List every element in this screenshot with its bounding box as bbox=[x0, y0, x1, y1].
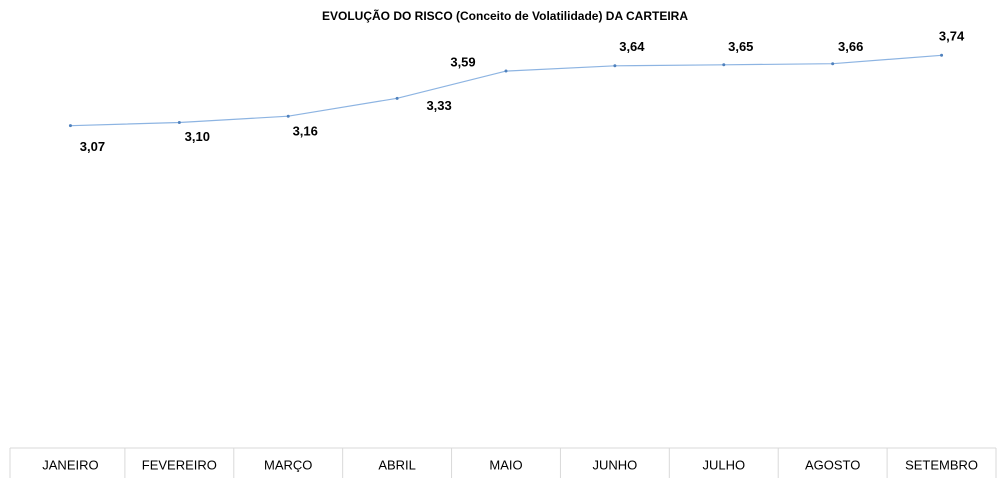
data-label: 3,10 bbox=[185, 129, 210, 144]
data-label: 3,64 bbox=[619, 39, 645, 54]
point bbox=[68, 124, 72, 128]
x-tick-label: ABRIL bbox=[378, 457, 416, 472]
point bbox=[286, 114, 290, 118]
point bbox=[613, 64, 617, 68]
x-tick-label: AGOSTO bbox=[805, 457, 860, 472]
data-label: 3,16 bbox=[293, 124, 318, 139]
point bbox=[177, 121, 181, 124]
point bbox=[504, 69, 508, 73]
x-tick-label: MARÇO bbox=[264, 457, 312, 472]
x-tick-label: JULHO bbox=[702, 457, 745, 472]
data-label: 3,59 bbox=[450, 54, 475, 69]
data-label: 3,33 bbox=[426, 98, 451, 113]
chart-title: EVOLUÇÃO DO RISCO (Conceito de Volatilid… bbox=[322, 8, 688, 23]
point bbox=[940, 53, 944, 57]
point bbox=[831, 62, 835, 66]
point bbox=[395, 96, 399, 100]
x-tick-label: JANEIRO bbox=[42, 457, 98, 472]
data-label: 3,74 bbox=[939, 29, 965, 44]
series-line bbox=[70, 54, 942, 127]
data-label: 3,66 bbox=[838, 39, 863, 54]
x-tick-label: MAIO bbox=[489, 457, 522, 472]
data-label: 3,65 bbox=[728, 39, 753, 54]
point bbox=[722, 63, 726, 67]
x-tick-label: JUNHO bbox=[592, 457, 637, 472]
x-tick-label: FEVEREIRO bbox=[142, 457, 217, 472]
data-label: 3,07 bbox=[80, 139, 105, 154]
x-tick-label: SETEMBRO bbox=[905, 457, 978, 472]
